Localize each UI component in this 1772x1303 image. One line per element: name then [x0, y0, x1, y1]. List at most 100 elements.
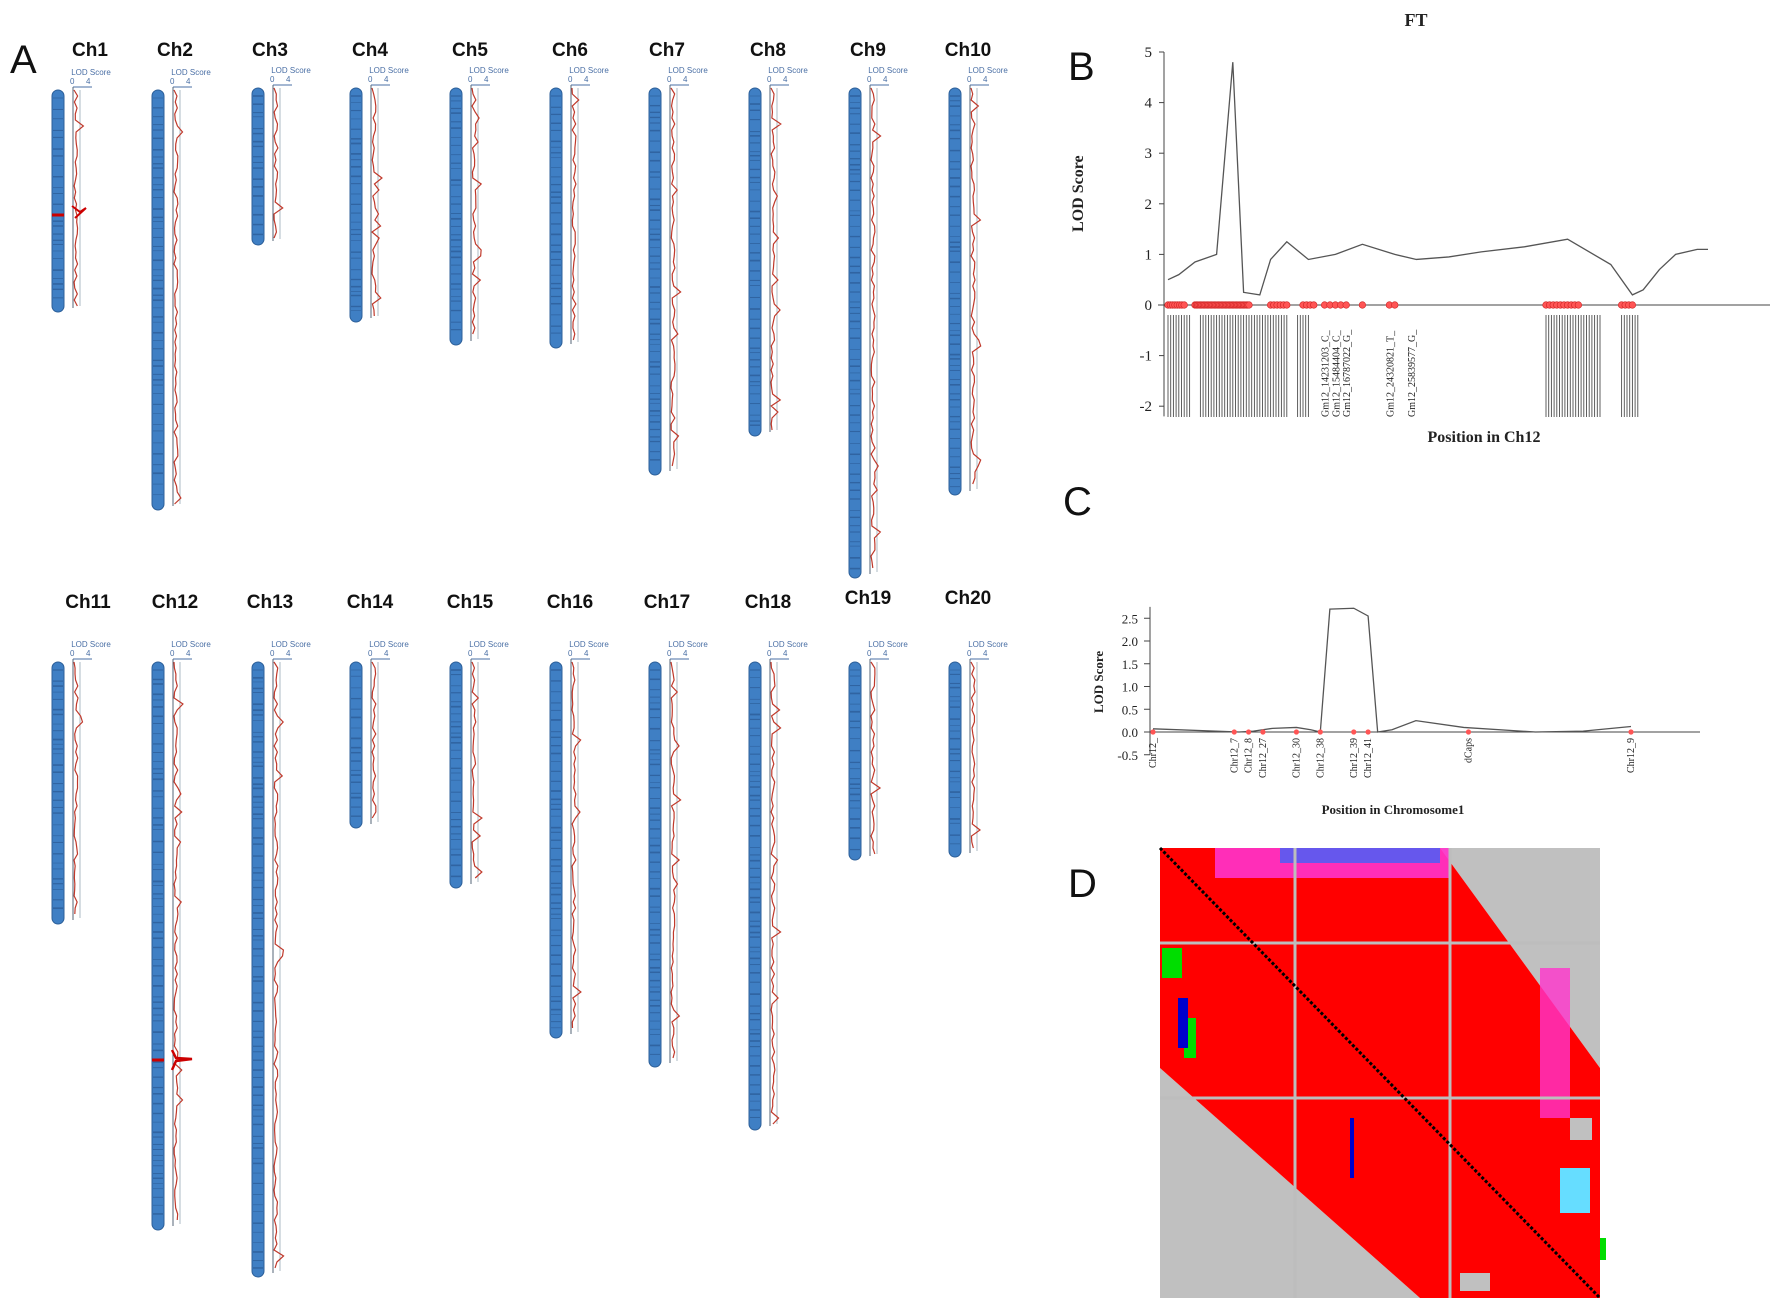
- chart-b-marker-dot: [1342, 301, 1350, 309]
- lod-axis-title: LOD Score: [968, 640, 1008, 649]
- heatmap-missing-square: [1570, 1118, 1592, 1140]
- lod-tick-label: 4: [186, 649, 191, 658]
- heatmap-missing-square: [1460, 1273, 1490, 1291]
- chromosome-body: [349, 87, 363, 323]
- chromosome-label: Ch10: [944, 40, 992, 61]
- chart-b-y-tick-label: 1: [1145, 247, 1153, 263]
- chart-c-marker-label: Chr12_: [1148, 737, 1159, 768]
- chromosome-label: Ch17: [643, 592, 691, 613]
- lod-axis-title: LOD Score: [668, 66, 708, 75]
- heatmap-blue-line: [1350, 1118, 1354, 1178]
- chart-c-marker-label: dCaps: [1463, 738, 1474, 763]
- chromosome-body: [251, 661, 265, 1278]
- lod-tick-label: 0: [270, 649, 275, 658]
- lod-tick-label: 4: [983, 75, 988, 84]
- lod-axis-title: LOD Score: [171, 68, 211, 77]
- lod-curve: [870, 87, 882, 569]
- chromosome-body: [648, 87, 662, 476]
- lod-axis-title: LOD Score: [668, 640, 708, 649]
- chart-c-marker-dot: [1351, 729, 1357, 735]
- heatmap-mid-ld-right: [1540, 968, 1570, 1118]
- lod-curve: [571, 87, 580, 341]
- chart-c-lod-line: [1152, 607, 1632, 733]
- lod-tick-label: 4: [783, 649, 788, 658]
- lod-tick-label: 4: [883, 649, 888, 658]
- chromosome-label: Ch12: [151, 592, 199, 613]
- chromosome-label: Ch1: [72, 40, 108, 61]
- lod-curve: [970, 661, 981, 849]
- chromosome-body: [948, 661, 962, 858]
- chart-c-y-tick-label: 2.5: [1122, 611, 1138, 626]
- lod-curve: [571, 661, 582, 1029]
- lod-tick-label: 0: [468, 75, 473, 84]
- chromosome-label: Ch6: [552, 40, 588, 61]
- lod-tick-label: 0: [667, 649, 672, 658]
- chart-c-y-tick-label: -0.5: [1117, 748, 1138, 763]
- heatmap-low-ld-block: [1280, 848, 1440, 863]
- lod-curve: [870, 661, 882, 855]
- lod-tick-label: 4: [384, 75, 389, 84]
- lod-axis-title: LOD Score: [968, 66, 1008, 75]
- lod-tick-label: 4: [286, 649, 291, 658]
- lod-axis-title: LOD Score: [469, 66, 509, 75]
- chart-b-y-tick-label: -1: [1140, 349, 1153, 365]
- panel-b-lod-plot: FT 5 4 3 2 1 0 -1 -2 LOD Score Position in Ch12 Gm1…: [1070, 10, 1770, 446]
- chromosome-label: Ch8: [750, 40, 786, 61]
- lod-axis-title: LOD Score: [569, 66, 609, 75]
- chart-b-y-tick-label: 3: [1145, 146, 1153, 162]
- chart-b-marker-dot: [1180, 301, 1188, 309]
- chart-c-marker-label: Chr12_8: [1244, 738, 1255, 773]
- lod-curve: [273, 661, 285, 1269]
- lod-axis-title: LOD Score: [569, 640, 609, 649]
- chart-b-marker-label: Gm12_14231203_C_: [1321, 329, 1332, 417]
- chart-b-marker-label: Gm12_15484404_C_: [1331, 329, 1342, 417]
- chart-b-y-tick-label: 2: [1145, 197, 1153, 213]
- lod-axis-title: LOD Score: [868, 66, 908, 75]
- lod-curve: [770, 661, 782, 1125]
- lod-curve: [273, 87, 284, 239]
- lod-tick-label: 4: [983, 649, 988, 658]
- lod-curve: [670, 661, 682, 1059]
- chromosome-body: [449, 661, 463, 889]
- chart-c-marker-dot: [1365, 729, 1371, 735]
- panel-c-lod-plot: 2.5 2.0 1.5 1.0 0.5 0.0 -0.5 LOD Score Position …: [1091, 606, 1700, 817]
- chromosome-label: Ch11: [65, 592, 111, 613]
- chart-c-marker-label: Chr12_41: [1363, 738, 1374, 778]
- chromosome-label: Ch19: [844, 588, 892, 609]
- chart-c-marker-label: Chr12_7: [1229, 738, 1240, 773]
- chart-b-title: FT: [1404, 10, 1427, 30]
- lod-tick-label: 4: [86, 649, 91, 658]
- chromosome-label: Ch2: [157, 40, 193, 61]
- panel-d-letter: D: [1068, 862, 1097, 906]
- lod-axis-title: LOD Score: [469, 640, 509, 649]
- chromosome-label: Ch20: [944, 588, 992, 609]
- chromosome-body: [748, 87, 762, 437]
- chart-c-marker-label: Chr12_39: [1349, 738, 1360, 778]
- chromosome-label: Ch9: [850, 40, 886, 61]
- lod-tick-label: 0: [468, 649, 473, 658]
- lod-tick-label: 0: [867, 75, 872, 84]
- chromosome-label: Ch7: [649, 40, 685, 61]
- lod-axis-title: LOD Score: [71, 640, 111, 649]
- chromosome-body: [251, 87, 265, 246]
- lod-curve: [371, 87, 383, 317]
- lod-tick-label: 0: [170, 649, 175, 658]
- lod-curve: [970, 87, 982, 485]
- chart-c-marker-dot: [1317, 729, 1323, 735]
- chromosome-label: Ch5: [452, 40, 488, 61]
- lod-curve: [173, 661, 184, 1221]
- chart-b-marker-dot: [1310, 301, 1318, 309]
- chart-b-marker-dot: [1245, 301, 1253, 309]
- lod-tick-label: 0: [767, 649, 772, 658]
- chart-c-y-label: LOD Score: [1091, 651, 1106, 713]
- chart-c-marker-dot: [1260, 729, 1266, 735]
- lod-axis-title: LOD Score: [271, 640, 311, 649]
- chromosome-label: Ch13: [246, 592, 294, 613]
- chromosome-body: [549, 87, 563, 349]
- lod-tick-label: 0: [170, 77, 175, 86]
- lod-tick-label: 0: [70, 649, 75, 658]
- lod-tick-label: 4: [683, 649, 688, 658]
- chromosome-body: [748, 661, 762, 1131]
- lod-axis-title: LOD Score: [369, 640, 409, 649]
- chart-c-marker-label: Chr12_9: [1626, 738, 1637, 773]
